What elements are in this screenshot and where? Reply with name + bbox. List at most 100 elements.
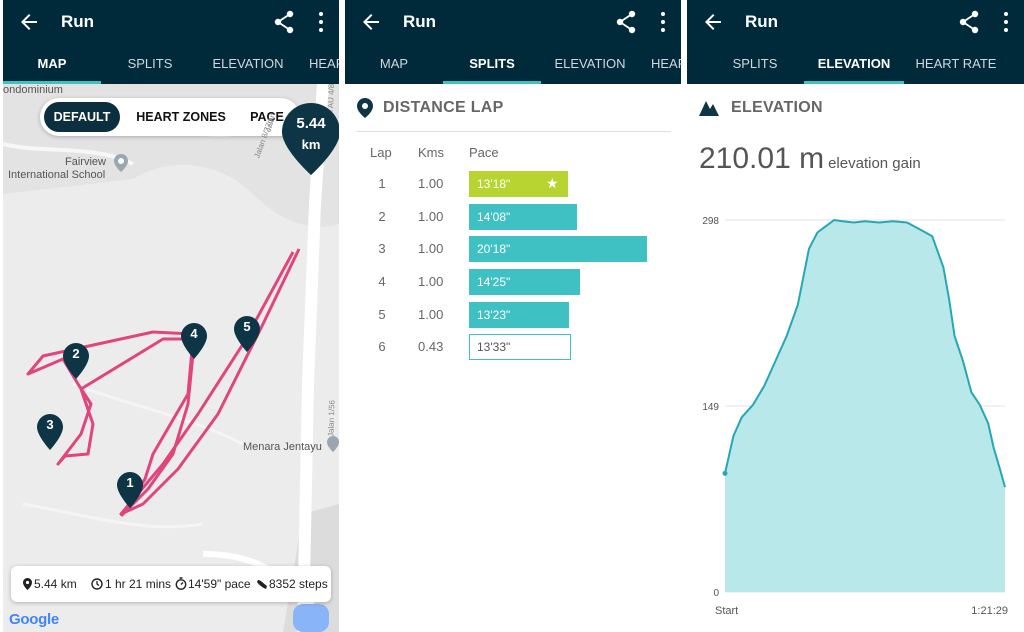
map-label-menara: Menara Jentayu (243, 441, 322, 453)
share-icon[interactable] (615, 10, 637, 34)
split-distance: 1.00 (418, 176, 444, 191)
lap-marker-label: 2 (72, 346, 80, 361)
x-axis-end-label: 1:21:29 (971, 605, 1008, 617)
section-title: ELEVATION (731, 99, 823, 116)
tab-map[interactable]: MAP (379, 56, 409, 71)
tab-heart-rate[interactable]: HEART RATE (915, 56, 997, 71)
route-map[interactable]: DEFAULT HEART ZONES PACE ondominium Fair… (3, 84, 339, 632)
split-pace-bar (469, 269, 580, 295)
more-options-icon[interactable] (317, 11, 325, 33)
elevation-area (725, 220, 1005, 592)
back-arrow-icon[interactable] (359, 10, 383, 34)
more-options-icon[interactable] (1002, 11, 1010, 33)
best-split-star-icon: ★ (546, 175, 559, 191)
app-bar: Run (3, 0, 339, 44)
app-bar: Run (345, 0, 681, 44)
y-tick-label: 149 (702, 402, 719, 413)
split-pace: 13'18" (477, 177, 511, 191)
finish-distance-value: 5.44 (296, 115, 326, 132)
share-icon[interactable] (273, 10, 295, 34)
divider (357, 131, 671, 132)
page-title: Run (403, 12, 437, 31)
split-row: 1 1.00 13'18" ★ (345, 171, 681, 197)
split-pace: 13'33" (477, 340, 511, 354)
pace-mode-button[interactable]: PACE (250, 110, 284, 124)
split-pace-bar (469, 171, 568, 197)
back-arrow-icon[interactable] (701, 10, 725, 34)
footprint-icon (257, 580, 267, 589)
split-row: 3 1.00 20'18" (345, 236, 681, 262)
split-lap: 5 (378, 307, 386, 322)
split-row: 6 0.43 13'33" (345, 334, 681, 360)
splits-panel: Run MAP SPLITS ELEVATION HEAR DISTANCE L… (345, 0, 681, 632)
location-pin-icon (357, 98, 373, 118)
split-lap: 3 (378, 241, 386, 256)
lap-marker[interactable]: 1 (117, 472, 143, 508)
back-arrow-icon[interactable] (17, 10, 41, 34)
tab-bar: MAP SPLITS ELEVATION HEAR (345, 44, 681, 84)
elevation-gain-summary: 210.01 m elevation gain (699, 142, 921, 176)
location-pin-icon (23, 578, 32, 590)
building-place-icon (327, 436, 339, 452)
tab-elevation[interactable]: ELEVATION (212, 56, 284, 71)
tab-map[interactable]: MAP (3, 44, 101, 84)
column-header-kms: Kms (418, 145, 444, 160)
clock-icon (91, 578, 103, 590)
split-lap: 6 (378, 339, 386, 354)
school-place-icon (114, 154, 128, 172)
column-header-pace: Pace (469, 145, 499, 160)
map-label-school-type: International School (8, 169, 106, 181)
lap-marker-label: 3 (46, 417, 54, 432)
heart-zones-mode-button[interactable]: HEART ZONES (136, 110, 226, 124)
lap-marker-label: 1 (126, 475, 134, 490)
map-label-condominium: ondominium (3, 84, 63, 96)
x-axis-start-label: Start (715, 605, 738, 617)
map-mode-toggle: DEFAULT HEART ZONES PACE (40, 98, 300, 136)
more-options-icon[interactable] (659, 11, 667, 33)
map-label-school-name: Fairview (65, 156, 106, 168)
split-lap: 2 (378, 209, 386, 224)
lap-marker[interactable]: 2 (63, 343, 89, 379)
lap-marker[interactable]: 3 (37, 414, 63, 450)
page-title: Run (61, 12, 95, 31)
summary-pace: 14'59" pace (188, 577, 251, 591)
split-lap: 1 (378, 176, 386, 191)
elevation-line (724, 218, 1006, 488)
activity-summary-bar: 5.44 km 1 hr 21 mins 14'59" pace 8352 st… (11, 566, 331, 602)
default-mode-button[interactable]: DEFAULT (44, 102, 120, 132)
y-tick-label: 0 (713, 588, 719, 599)
elevation-gain-value: 210.01 m (699, 142, 825, 175)
summary-steps: 8352 steps (269, 577, 328, 591)
summary-duration: 1 hr 21 mins (105, 577, 172, 591)
split-distance: 1.00 (418, 274, 444, 289)
split-row: 4 1.00 14'25" (345, 269, 681, 295)
tab-splits[interactable]: SPLITS (127, 56, 173, 71)
tab-heart-rate[interactable]: HEAR (309, 56, 339, 71)
split-pace-bar (469, 334, 571, 360)
tab-elevation[interactable]: ELEVATION (554, 56, 626, 71)
tab-splits[interactable]: SPLITS (443, 44, 541, 84)
split-pace: 14'08" (477, 210, 511, 224)
split-pace-bar (469, 236, 647, 262)
elevation-panel: Run SPLITS ELEVATION HEART RATE ELEVATIO… (687, 0, 1024, 632)
split-distance: 1.00 (418, 241, 444, 256)
split-pace: 20'18" (477, 242, 511, 256)
map-panel: Run MAP SPLITS ELEVATION HEAR DEFAULT HE… (3, 0, 339, 632)
share-icon[interactable] (958, 10, 980, 34)
split-pace: 14'25" (477, 275, 511, 289)
lap-marker-label: 4 (190, 326, 198, 341)
tab-elevation[interactable]: ELEVATION (804, 44, 904, 84)
split-distance: 0.43 (418, 339, 444, 354)
google-logo-text: Google (9, 611, 59, 628)
tab-bar: MAP SPLITS ELEVATION HEAR (3, 44, 339, 84)
split-distance: 1.00 (418, 209, 444, 224)
lap-marker[interactable]: 5 (234, 316, 260, 352)
elevation-gain-label: elevation gain (828, 155, 921, 172)
split-lap: 4 (378, 274, 386, 289)
google-attribution: Google (9, 611, 59, 628)
mountain-icon (699, 101, 719, 116)
tab-heart-rate[interactable]: HEAR (651, 56, 681, 71)
lap-marker[interactable]: 4 (181, 323, 207, 359)
tab-splits[interactable]: SPLITS (732, 56, 778, 71)
finish-distance-marker[interactable]: 5.44 km (282, 103, 339, 175)
